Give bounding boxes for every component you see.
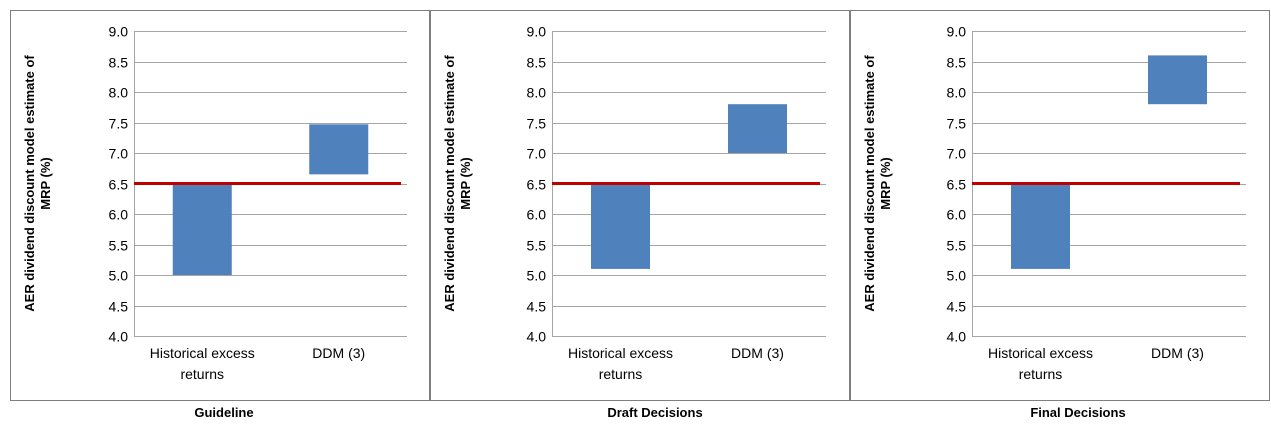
range-bar-2 [1148, 55, 1207, 105]
x-tick-label: Historical excess [150, 345, 255, 361]
y-tick-label: 7.0 [947, 146, 967, 162]
y-tick-label: 4.5 [527, 299, 547, 315]
y-tick-label: 6.5 [947, 177, 967, 193]
y-tick-label: 5.5 [527, 238, 547, 254]
y-tick-label: 8.5 [109, 55, 129, 71]
chart-panel-3: 4.0 4.5 5.0 5.5 6.0 6.5 7.0 7.5 8.0 8.5 9.0 AER div… [850, 10, 1270, 401]
y-tick-label: 6.5 [527, 177, 547, 193]
y-tick-label: 4.0 [527, 329, 547, 345]
y-axis-title-line-1: AER dividend discount model estimate of [442, 55, 457, 312]
range-bar-1 [1011, 183, 1070, 269]
y-tick-label: 7.5 [109, 116, 129, 132]
y-tick-label: 4.0 [947, 329, 967, 345]
y-axis-title-line-1: AER dividend discount model estimate of [862, 55, 877, 312]
y-tick-label: 6.0 [527, 207, 547, 223]
y-tick-label: 8.0 [947, 85, 967, 101]
y-axis-title-line-2: MRP (%) [878, 157, 893, 209]
y-tick-label: 6.0 [947, 207, 967, 223]
chart-caption-draft: Draft Decisions [607, 405, 703, 420]
x-tick-label: Historical excess [988, 345, 1093, 361]
chart-caption-guideline: Guideline [194, 405, 254, 420]
y-tick-label: 5.0 [527, 268, 547, 284]
y-tick-label: 6.0 [109, 207, 129, 223]
x-tick-label: DDM (3) [312, 345, 365, 361]
y-tick-label: 7.0 [109, 146, 129, 162]
y-axis-title-line-1: AER dividend discount model estimate of [22, 55, 37, 312]
y-axis-title-line-2: MRP (%) [458, 157, 473, 209]
x-tick-label: returns [180, 366, 224, 382]
y-tick-label: 4.0 [109, 329, 129, 345]
y-tick-label: 5.5 [947, 238, 967, 254]
x-tick-label: returns [1019, 366, 1063, 382]
y-tick-label: 7.5 [947, 116, 967, 132]
chart-panel-2: 4.0 4.5 5.0 5.5 6.0 6.5 7.0 7.5 8.0 8.5 9.0 AER div… [430, 10, 850, 401]
caption-row: Guideline Draft Decisions Final Decision… [0, 405, 1271, 423]
range-bar-1 [591, 183, 650, 269]
range-bar-2 [309, 124, 369, 175]
range-bar-1 [172, 183, 232, 275]
x-tick-label: DDM (3) [1151, 345, 1204, 361]
chart-panel-1: 4.0 4.5 5.0 5.5 6.0 6.5 7.0 7.5 8.0 8.5 9.0 AER div… [10, 10, 430, 401]
y-tick-label: 9.0 [109, 24, 129, 40]
range-bar-2 [728, 104, 787, 153]
y-tick-label: 8.0 [527, 85, 547, 101]
x-tick-label: returns [599, 366, 643, 382]
y-tick-label: 6.5 [109, 177, 129, 193]
y-tick-label: 5.0 [947, 268, 967, 284]
y-tick-label: 8.0 [109, 85, 129, 101]
y-tick-label: 7.5 [527, 116, 547, 132]
y-axis-title-line-2: MRP (%) [38, 157, 53, 209]
y-tick-label: 4.5 [109, 299, 129, 315]
y-tick-label: 9.0 [527, 24, 547, 40]
y-tick-label: 8.5 [527, 55, 547, 71]
y-tick-label: 4.5 [947, 299, 967, 315]
y-tick-label: 8.5 [947, 55, 967, 71]
y-tick-label: 9.0 [947, 24, 967, 40]
x-tick-label: DDM (3) [731, 345, 784, 361]
chart-caption-final: Final Decisions [1030, 405, 1126, 420]
y-tick-label: 5.0 [109, 268, 129, 284]
y-tick-label: 5.5 [109, 238, 129, 254]
y-tick-label: 7.0 [527, 146, 547, 162]
x-tick-label: Historical excess [568, 345, 673, 361]
